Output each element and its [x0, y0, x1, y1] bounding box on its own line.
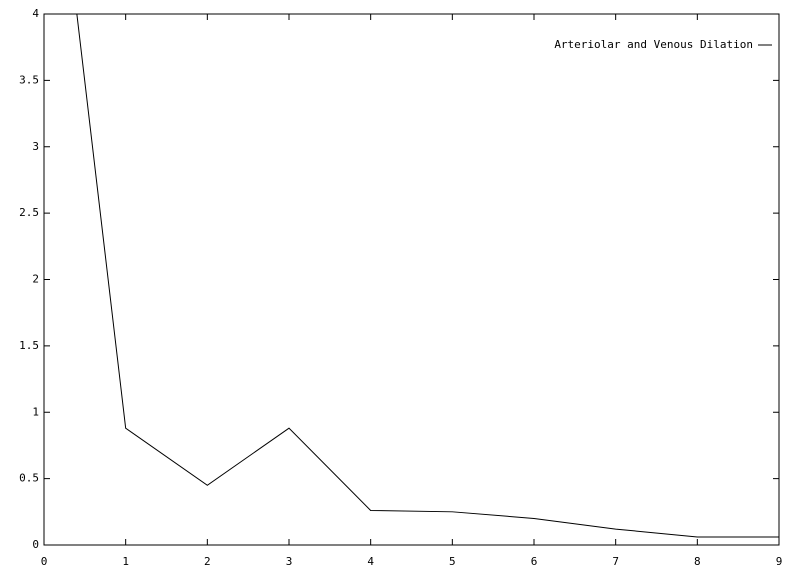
plot-frame: [43, 13, 780, 546]
plot-area: [76, 14, 779, 538]
x-tick-label: 7: [612, 555, 619, 568]
x-tick-label: 0: [41, 555, 48, 568]
y-tick-label: 3.5: [19, 73, 39, 86]
y-tick-label: 2.5: [19, 206, 39, 219]
x-tick-label: 8: [694, 555, 701, 568]
y-tick-label: 3: [32, 140, 39, 153]
y-tick-label: 2: [32, 273, 39, 286]
y-tick-label: 0: [32, 538, 39, 551]
series-line: [76, 14, 779, 538]
x-tick-label: 6: [531, 555, 538, 568]
x-tick-label: 2: [204, 555, 211, 568]
y-tick-label: 0.5: [19, 472, 39, 485]
y-tick-label: 4: [32, 7, 39, 20]
y-tick-label: 1: [32, 405, 39, 418]
y-tick-label: 1.5: [19, 339, 39, 352]
x-tick-label: 4: [367, 555, 374, 568]
legend-label: Arteriolar and Venous Dilation: [554, 38, 753, 51]
x-tick-label: 3: [286, 555, 293, 568]
x-tick-label: 1: [122, 555, 129, 568]
x-tick-label: 5: [449, 555, 456, 568]
x-tick-label: 9: [776, 555, 783, 568]
